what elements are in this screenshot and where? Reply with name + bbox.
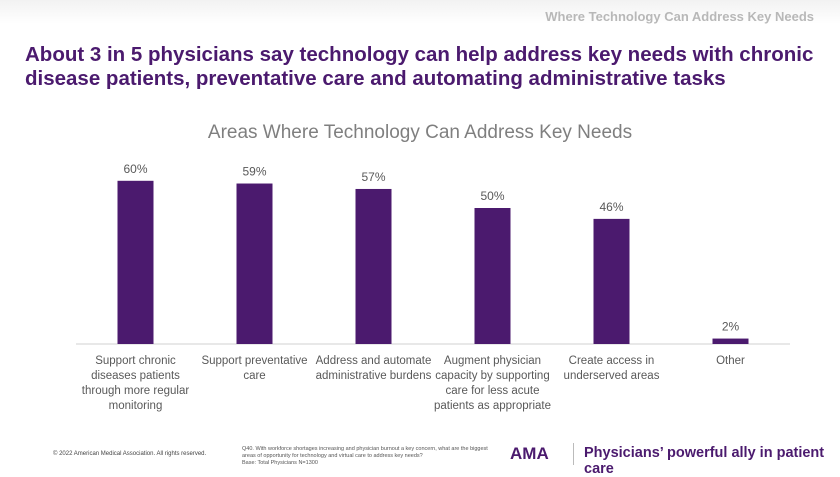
category-label: care — [243, 370, 265, 382]
category-label: Create access in — [569, 355, 655, 367]
divider — [573, 443, 574, 465]
data-label: 60% — [123, 162, 147, 176]
data-label: 57% — [361, 170, 385, 184]
bar — [355, 188, 392, 344]
data-label: 2% — [722, 320, 740, 334]
ama-logo: AMA — [510, 444, 549, 463]
category-label: patients as appropriate — [434, 400, 551, 412]
copyright: © 2022 American Medical Association. All… — [53, 451, 207, 457]
category-label: Other — [716, 355, 745, 367]
bar — [474, 208, 511, 344]
category-label: underserved areas — [564, 370, 660, 382]
category-label: monitoring — [109, 400, 163, 412]
category-label: capacity by supporting — [435, 370, 549, 382]
category-label: Address and automate — [316, 355, 432, 367]
category-label: diseases patients — [91, 370, 180, 382]
footnote: Q40. With workforce shortages increasing… — [242, 446, 502, 467]
category-label: administrative burdens — [316, 370, 432, 382]
page-title: About 3 in 5 physicians say technology c… — [25, 43, 814, 90]
category-label: through more regular — [82, 385, 190, 397]
top-bar — [0, 0, 840, 24]
base-text: Base: Total Physicians N=1300 — [242, 460, 318, 466]
data-label: 59% — [242, 165, 266, 179]
bar — [712, 338, 749, 344]
tagline: Physicians’ powerful ally in patient car… — [584, 445, 825, 477]
bar — [117, 180, 154, 344]
data-label: 50% — [480, 189, 504, 203]
bar — [593, 218, 630, 344]
section-title: Where Technology Can Address Key Needs — [545, 9, 814, 24]
category-label: Support preventative — [201, 355, 307, 367]
question-text: Q40. With workforce shortages increasing… — [242, 446, 488, 459]
data-label: 46% — [599, 200, 623, 214]
category-label: Augment physician — [444, 355, 541, 367]
chart-title: Areas Where Technology Can Address Key N… — [208, 122, 632, 143]
category-label: Support chronic — [95, 355, 176, 367]
category-label: care for less acute — [446, 385, 540, 397]
bar — [236, 183, 273, 344]
